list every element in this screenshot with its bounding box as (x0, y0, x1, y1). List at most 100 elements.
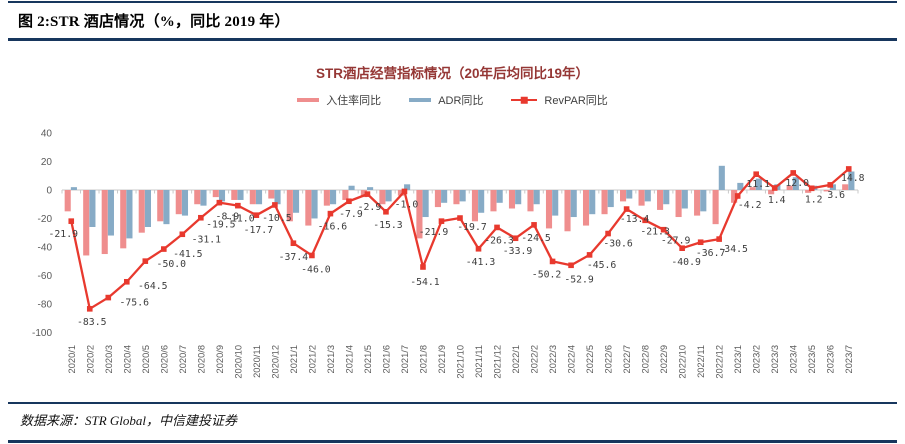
occupancy-bar (508, 190, 516, 209)
revpar-data-label: 12.0 (785, 178, 809, 189)
revpar-data-label: -45.6 (587, 260, 617, 271)
revpar-data-label: -21.9 (49, 229, 79, 240)
revpar-marker (309, 252, 315, 259)
revpar-data-label: -21.9 (419, 227, 449, 238)
revpar-data-label: -19.5 (206, 220, 236, 231)
occupancy-bar (731, 190, 738, 203)
adr-bar (367, 187, 374, 190)
adr-bar (181, 190, 189, 216)
y-axis-labels: 40 20 0 -20 -40 -60 -80 -100 (32, 129, 52, 339)
x-tick-label: 2021/4 (344, 345, 354, 373)
x-tick-label: 2021/11 (474, 345, 484, 378)
adr-bar (311, 190, 318, 219)
x-tick-label: 2022/4 (567, 345, 577, 373)
revpar-marker (697, 239, 704, 246)
adr-bar (89, 190, 96, 227)
occupancy-swatch-icon (297, 97, 320, 103)
revpar-marker (475, 245, 482, 252)
adr-bar (718, 165, 725, 190)
adr-bar (663, 190, 670, 205)
footer-top-rule (8, 402, 897, 404)
x-tick-label: 2021/1 (289, 345, 299, 373)
revpar-data-label: -17.7 (244, 225, 274, 236)
revpar-marker (660, 226, 667, 233)
adr-bar (218, 190, 226, 202)
x-tick-label: 2023/1 (733, 345, 743, 373)
x-tick-label: 2022/12 (715, 345, 725, 379)
occupancy-bar (175, 190, 182, 215)
x-tick-label: 2020/3 (104, 345, 114, 373)
occupancy-bar (286, 190, 293, 222)
legend-item-occupancy: 入住率同比 (297, 92, 381, 108)
revpar-marker (420, 264, 426, 270)
revpar-line (68, 166, 852, 312)
x-tick-label: 2021/7 (400, 345, 410, 373)
revpar-data-label: -4.2 (738, 200, 762, 211)
x-tick-label: 2020/8 (196, 345, 206, 373)
occupancy-bar (83, 190, 90, 256)
occupancy-bar (360, 190, 367, 198)
title-underline-rule (8, 38, 897, 41)
x-tick-label: 2021/12 (493, 345, 503, 379)
x-tick-label: 2022/2 (530, 345, 540, 373)
x-tick-label: 2020/12 (270, 345, 280, 379)
adr-bar (552, 190, 559, 216)
revpar-marker (179, 231, 186, 238)
revpar-marker (105, 294, 112, 301)
revpar-marker (364, 191, 371, 197)
adr-bar (163, 190, 170, 225)
occupancy-bar (842, 184, 849, 190)
y-tick-label: -80 (38, 299, 53, 310)
adr-bar (681, 190, 688, 209)
revpar-data-label: -21.3 (640, 226, 670, 237)
y-tick-label: 40 (41, 129, 53, 140)
x-tick-label: 2022/6 (604, 345, 614, 373)
revpar-marker (605, 230, 611, 237)
occupancy-bar (379, 190, 386, 205)
y-tick-label: -100 (32, 328, 52, 339)
x-tick-label: 2021/10 (456, 345, 466, 379)
adr-bar (348, 185, 355, 190)
revpar-data-label: -83.5 (77, 317, 107, 328)
revpar-marker (346, 198, 352, 205)
x-tick-label: 2020/9 (215, 345, 225, 373)
adr-bar (107, 190, 114, 236)
revpar-marker (457, 215, 463, 221)
revpar-data-label: -36.7 (696, 248, 726, 259)
x-tick-label: 2022/11 (696, 345, 706, 378)
occupancy-bar (397, 190, 404, 196)
adr-bar (404, 184, 411, 190)
occupancy-bar (249, 190, 256, 205)
occupancy-bar (268, 190, 275, 199)
revpar-marker (401, 188, 408, 195)
revpar-marker (679, 245, 685, 252)
revpar-marker (68, 218, 75, 224)
revpar-marker (198, 214, 204, 221)
occupancy-bar (138, 190, 145, 233)
revpar-marker (142, 258, 149, 264)
adr-swatch-icon (409, 97, 432, 103)
adr-bar (330, 190, 337, 205)
x-tick-label: 2021/9 (437, 345, 447, 373)
revpar-marker (734, 193, 741, 199)
revpar-data-label: -54.1 (410, 277, 440, 288)
x-tick-label: 2023/5 (807, 345, 817, 373)
adr-bar (700, 190, 707, 212)
revpar-marker (438, 218, 445, 224)
revpar-data-label: 3.6 (827, 190, 845, 201)
adr-bar (755, 178, 762, 190)
revpar-data-label: -8.9 (216, 212, 240, 223)
occupancy-bar (694, 190, 701, 216)
revpar-marker (568, 262, 574, 269)
revpar-data-label: -34.5 (718, 244, 748, 255)
x-tick-label: 2022/5 (585, 345, 595, 373)
revpar-data-label: -7.9 (339, 209, 363, 220)
revpar-data-label: -1.0 (395, 199, 419, 210)
revpar-data-label: -40.9 (671, 257, 701, 268)
y-tick-label: -60 (38, 271, 53, 282)
x-tick-label: 2021/8 (418, 345, 428, 373)
occupancy-bar (675, 190, 682, 218)
revpar-marker (290, 240, 297, 247)
occupancy-bar (657, 190, 664, 210)
revpar-data-label: 1.2 (805, 194, 823, 205)
